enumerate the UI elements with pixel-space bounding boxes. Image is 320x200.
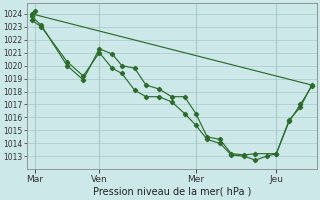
X-axis label: Pression niveau de la mer( hPa ): Pression niveau de la mer( hPa ) — [92, 187, 251, 197]
